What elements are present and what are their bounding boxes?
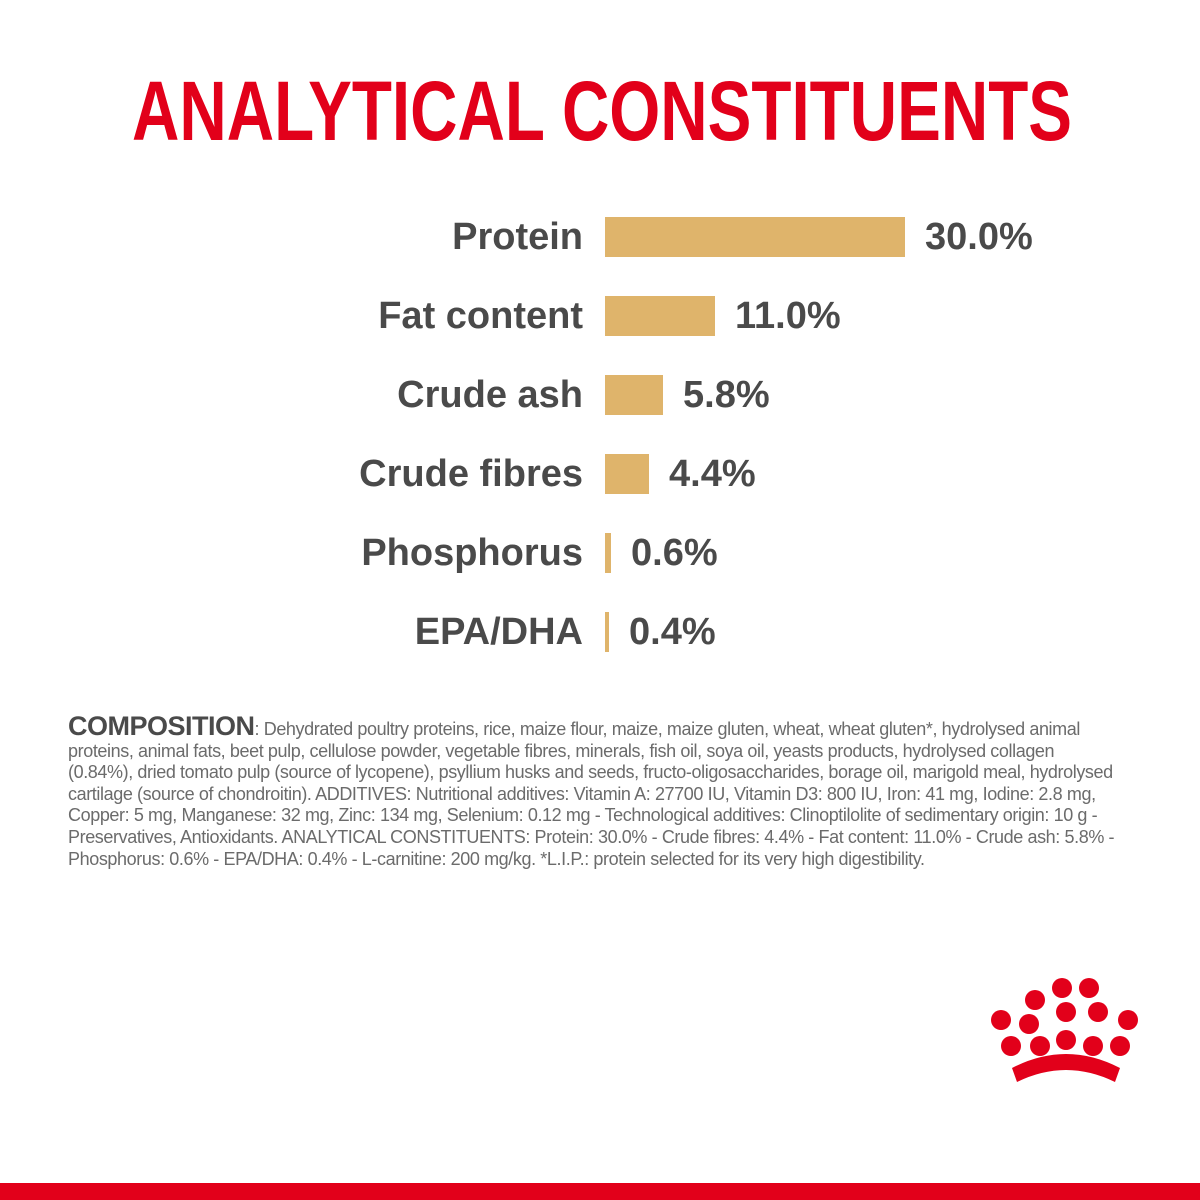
category-label: Crude ash bbox=[397, 374, 583, 416]
composition: COMPOSITION: Dehydrated poultry proteins… bbox=[68, 713, 1118, 870]
bar bbox=[605, 217, 905, 257]
value-label: 11.0% bbox=[735, 295, 841, 337]
bar bbox=[605, 612, 609, 652]
bottom-stripe bbox=[0, 1183, 1200, 1200]
category-label: EPA/DHA bbox=[415, 611, 583, 653]
value-label: 0.4% bbox=[629, 611, 716, 653]
value-label: 4.4% bbox=[669, 453, 756, 495]
bar bbox=[605, 296, 715, 336]
bar bbox=[605, 454, 649, 494]
logo bbox=[991, 978, 1138, 1082]
composition-text: : Dehydrated poultry proteins, rice, mai… bbox=[68, 719, 1115, 869]
chart-title: ANALYTICAL CONSTITUENTS bbox=[132, 64, 1072, 158]
bar bbox=[605, 375, 663, 415]
value-label: 30.0% bbox=[925, 216, 1033, 258]
category-label: Fat content bbox=[378, 295, 583, 337]
composition-heading: COMPOSITION bbox=[68, 711, 255, 741]
value-label: 5.8% bbox=[683, 374, 770, 416]
category-label: Protein bbox=[452, 216, 583, 258]
value-label: 0.6% bbox=[631, 532, 718, 574]
category-label: Crude fibres bbox=[359, 453, 583, 495]
bar bbox=[605, 533, 611, 573]
category-label: Phosphorus bbox=[361, 532, 583, 574]
